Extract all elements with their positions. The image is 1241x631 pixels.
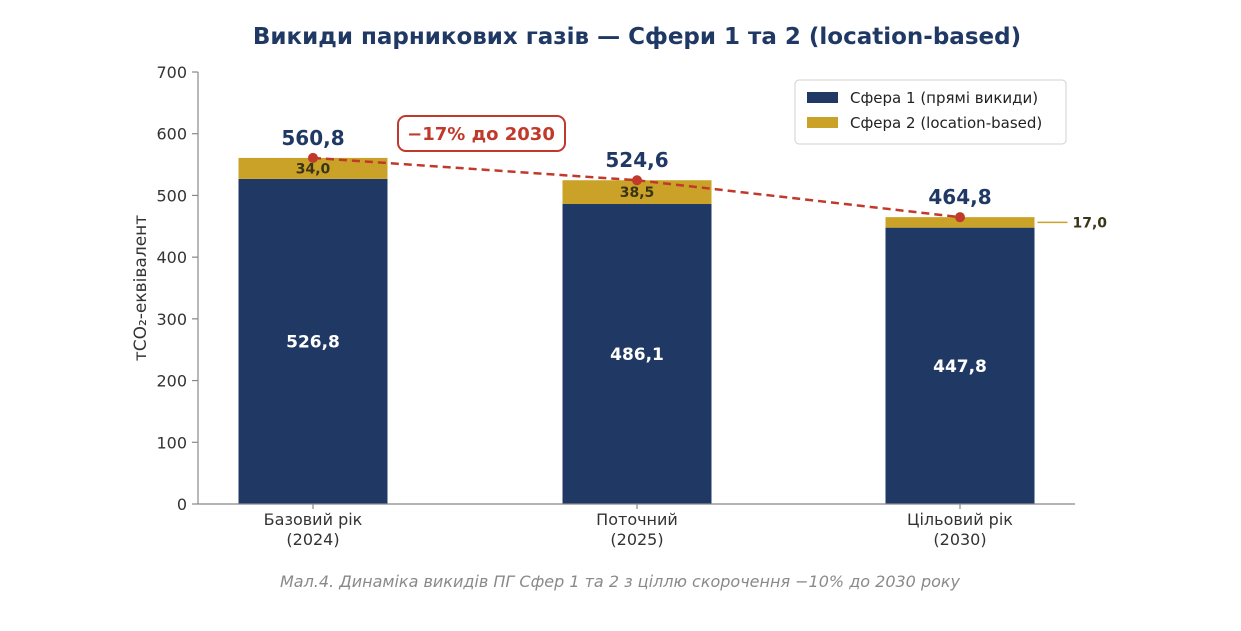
chart-title: Викиди парникових газів — Сфери 1 та 2 (… bbox=[253, 24, 1021, 50]
x-axis: Базовий рік(2024) Поточний(2025) Цільовий … bbox=[198, 503, 1075, 549]
bar-scope2-value-label: 17,0 bbox=[1073, 215, 1108, 231]
bar-scope2 bbox=[562, 180, 712, 205]
trend-point bbox=[955, 212, 965, 223]
legend-label-scope1: Сфера 1 (прямі викиди) bbox=[850, 89, 1038, 107]
trend-line bbox=[312, 156, 961, 219]
legend-box bbox=[794, 79, 1067, 145]
legend-swatch-scope2 bbox=[807, 117, 838, 128]
y-tick-label: 600 bbox=[156, 125, 187, 144]
legend: Сфера 1 (прямі викиди) Сфера 2 (location… bbox=[794, 79, 1067, 145]
bar-scope1-value-label: 447,8 bbox=[933, 357, 987, 377]
legend-label-scope2: Сфера 2 (location-based) bbox=[850, 114, 1042, 132]
bar-total-label: 464,8 bbox=[928, 185, 991, 209]
legend-swatch-scope1 bbox=[807, 92, 838, 103]
y-tick-label: 0 bbox=[177, 495, 187, 514]
figure-caption: Мал.4. Динаміка викидів ПГ Сфер 1 та 2 з… bbox=[280, 572, 961, 591]
y-axis-label: тCO₂-еквівалент bbox=[131, 215, 151, 361]
bar-scope2-value-label: 38,5 bbox=[620, 185, 655, 201]
trend-line-group bbox=[308, 152, 965, 223]
x-tick-label: (2025) bbox=[610, 530, 663, 549]
bar-total-label: 560,8 bbox=[281, 126, 344, 150]
y-axis: 0 100 200 300 400 500 600 700 bbox=[156, 63, 199, 514]
bar-scope1 bbox=[562, 204, 712, 505]
annotation-text: −17% до 2030 bbox=[407, 124, 555, 145]
trend-point bbox=[308, 152, 318, 163]
x-tick-label: Цільовий рік bbox=[907, 510, 1013, 529]
bar-total-label: 524,6 bbox=[605, 148, 668, 172]
x-tick-label: (2024) bbox=[286, 530, 339, 549]
y-tick-label: 300 bbox=[156, 310, 187, 329]
x-tick-label: Поточний bbox=[596, 510, 678, 529]
y-tick-label: 200 bbox=[156, 372, 187, 391]
x-tick-label: Базовий рік bbox=[264, 510, 363, 529]
x-tick-label: (2030) bbox=[933, 530, 986, 549]
y-tick-label: 100 bbox=[156, 433, 187, 452]
reduction-annotation: −17% до 2030 bbox=[397, 115, 566, 152]
bar-scope2-value-label: 34,0 bbox=[296, 161, 331, 177]
bar-scope1-value-label: 486,1 bbox=[610, 345, 664, 365]
y-tick-label: 700 bbox=[156, 63, 187, 82]
bar-scope1 bbox=[885, 227, 1035, 504]
bars: 526,8 34,0 560,8 486,1 38,5 524,6 447,8 17,0 464… bbox=[238, 126, 1108, 505]
y-tick-label: 400 bbox=[156, 248, 187, 267]
bar-scope1 bbox=[238, 178, 388, 504]
trend-point bbox=[632, 175, 642, 186]
annotation-box bbox=[397, 115, 566, 152]
bar-scope2 bbox=[238, 157, 388, 179]
y-tick-label: 500 bbox=[156, 186, 187, 205]
bar-scope2 bbox=[885, 217, 1035, 228]
bar-scope1-value-label: 526,8 bbox=[286, 332, 340, 352]
